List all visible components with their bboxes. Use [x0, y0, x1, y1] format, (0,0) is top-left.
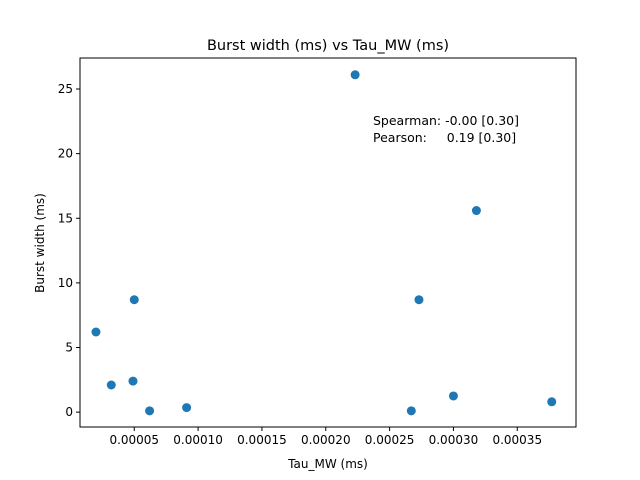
x-tick-label: 0.00025 [365, 433, 415, 447]
scatter-point [414, 295, 424, 305]
x-tick-label: 0.00020 [301, 433, 351, 447]
scatter-point [448, 391, 458, 401]
scatter-point [182, 403, 192, 413]
y-tick-label: 15 [58, 211, 73, 225]
scatter-point [128, 376, 138, 386]
y-axis-ticks: 0 5 10 15 20 25 [58, 82, 80, 419]
x-axis-label: Tau_MW (ms) [287, 457, 368, 471]
scatter-point [350, 70, 360, 80]
spearman-annotation: Spearman: -0.00 [0.30] [373, 113, 519, 128]
scatter-point [547, 397, 557, 407]
scatter-point [471, 206, 481, 216]
x-axis-ticks: 0.00005 0.00010 0.00015 0.00020 0.00025 0.000… [109, 427, 542, 447]
x-tick-label: 0.00035 [492, 433, 542, 447]
x-tick-label: 0.00015 [237, 433, 287, 447]
x-tick-label: 0.00030 [429, 433, 479, 447]
x-tick-label: 0.00010 [173, 433, 223, 447]
scatter-point [145, 406, 155, 416]
chart-title: Burst width (ms) vs Tau_MW (ms) [207, 38, 449, 54]
y-tick-label: 5 [65, 341, 73, 355]
y-axis-label: Burst width (ms) [33, 193, 47, 293]
axes-frame [79, 57, 577, 428]
scatter-point [106, 380, 116, 390]
y-tick-label: 0 [65, 405, 73, 419]
y-tick-label: 25 [58, 82, 73, 96]
x-tick-label: 0.00005 [109, 433, 159, 447]
y-tick-label: 10 [58, 276, 73, 290]
pearson-annotation: Pearson: 0.19 [0.30] [373, 130, 516, 145]
scatter-point [91, 327, 101, 337]
y-tick-label: 20 [58, 147, 73, 161]
scatter-point [406, 406, 416, 416]
scatter-point [129, 295, 139, 305]
data-points [91, 70, 557, 416]
